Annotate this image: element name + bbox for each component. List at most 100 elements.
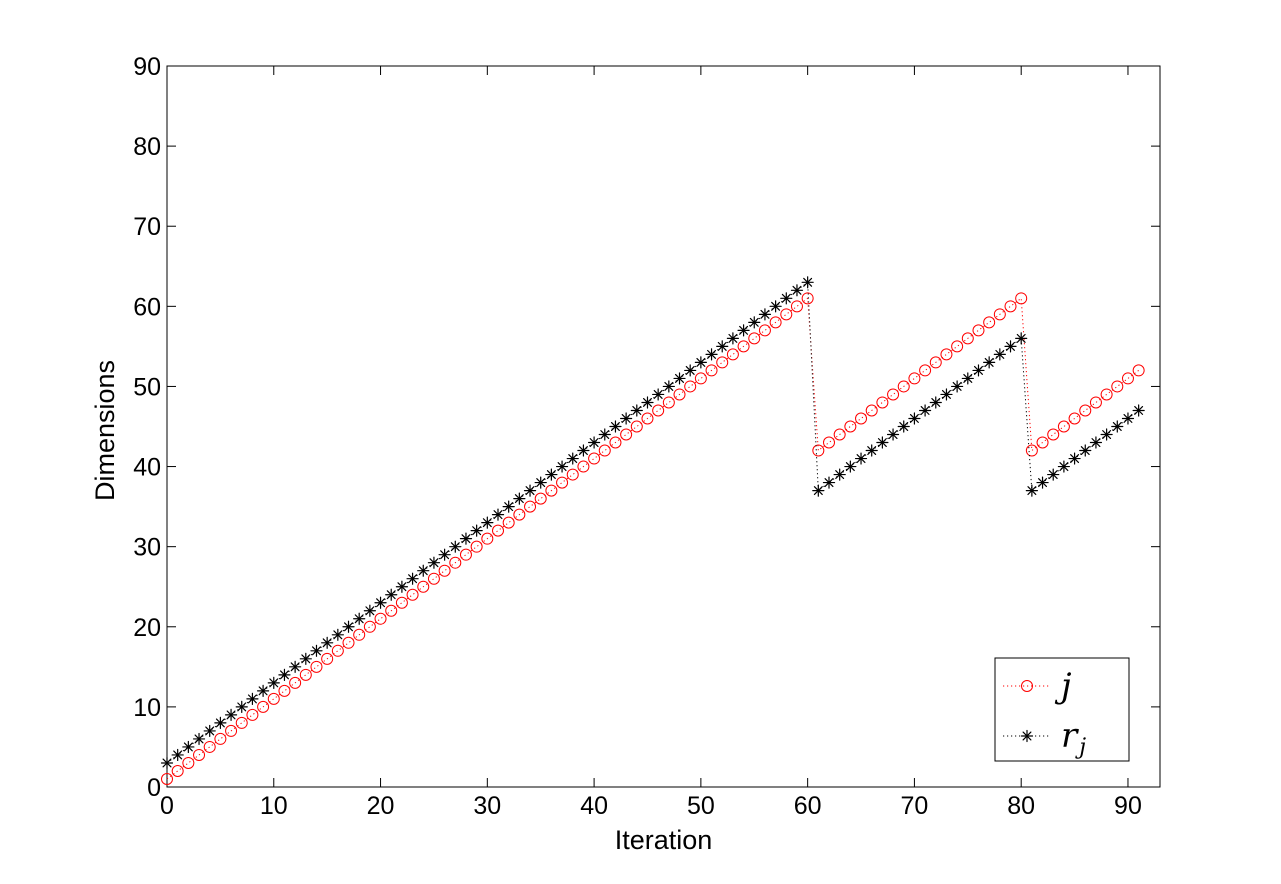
data-point: [353, 628, 366, 641]
data-point: [417, 564, 430, 577]
y-axis-label: Dimensions: [90, 360, 120, 501]
data-point: [160, 756, 174, 770]
y-tick-label: 70: [133, 213, 161, 241]
data-point: [449, 556, 462, 569]
x-tick-label: 20: [367, 792, 395, 820]
data-point: [726, 332, 740, 345]
data-point: [1068, 452, 1081, 465]
data-point: [673, 388, 686, 401]
data-point: [929, 396, 942, 409]
data-point: [502, 516, 515, 529]
data-point: [812, 444, 825, 457]
data-point: [278, 668, 291, 681]
data-point: [598, 428, 611, 441]
data-point: [342, 620, 355, 633]
data-point: [1015, 292, 1028, 305]
x-tick-label: 40: [580, 792, 608, 820]
series-layer: [160, 276, 1145, 785]
data-point: [662, 396, 675, 409]
data-point: [331, 644, 344, 657]
legend-label-text: r: [1061, 716, 1079, 756]
data-point: [1047, 428, 1060, 441]
series-r-j: [160, 276, 1145, 770]
data-point: [833, 468, 846, 481]
data-point: [876, 396, 889, 409]
x-tick-label: 50: [687, 792, 715, 820]
data-point: [566, 452, 579, 465]
data-point: [737, 340, 750, 353]
data-point: [758, 308, 772, 321]
data-point: [1079, 404, 1092, 417]
data-point: [790, 300, 803, 313]
data-point: [694, 356, 707, 369]
data-point: [822, 476, 836, 489]
data-point: [769, 300, 782, 313]
data-point: [438, 564, 451, 577]
data-point: [513, 508, 526, 521]
data-point: [427, 572, 440, 585]
data-point: [769, 316, 782, 329]
data-point: [780, 292, 793, 305]
data-point: [459, 532, 473, 545]
data-point: [235, 700, 248, 713]
data-point: [331, 628, 344, 641]
data-point: [577, 460, 590, 473]
data-point: [598, 444, 611, 457]
data-point: [876, 436, 889, 449]
data-point: [203, 740, 216, 753]
data-point: [1057, 460, 1071, 473]
data-point: [470, 540, 483, 553]
data-point: [716, 340, 729, 353]
x-tick-label: 0: [160, 792, 174, 820]
data-point: [1111, 380, 1124, 393]
data-point: [491, 508, 505, 521]
data-point: [1089, 396, 1102, 409]
data-point: [673, 372, 686, 385]
data-point: [961, 372, 974, 385]
data-point: [363, 604, 376, 617]
data-point: [577, 444, 590, 457]
data-point: [267, 692, 280, 705]
data-point: [630, 420, 643, 433]
data-point: [523, 484, 537, 497]
data-point: [502, 500, 515, 513]
data-point: [545, 468, 558, 481]
data-point: [748, 316, 761, 329]
data-point: [395, 596, 408, 609]
legend-box: [994, 657, 1130, 762]
y-tick-label: 90: [133, 53, 161, 81]
data-point: [908, 412, 921, 425]
y-tick-label: 20: [133, 614, 161, 642]
y-tick-label: 10: [133, 694, 161, 722]
data-point: [342, 636, 355, 649]
data-point: [630, 404, 643, 417]
y-tick-label: 30: [133, 534, 161, 562]
data-point: [534, 492, 547, 505]
data-point: [726, 348, 739, 361]
data-point: [801, 276, 814, 289]
data-point: [983, 316, 996, 329]
data-point: [1068, 412, 1081, 425]
data-point: [385, 604, 398, 617]
data-point: [1100, 388, 1113, 401]
data-point: [470, 524, 483, 537]
data-point: [780, 308, 793, 321]
data-point: [652, 404, 665, 417]
data-point: [918, 404, 932, 417]
data-point: [224, 708, 238, 722]
data-point: [1004, 300, 1017, 313]
data-point: [844, 460, 857, 473]
data-point: [1004, 340, 1017, 353]
x-tick-label: 60: [794, 792, 822, 820]
data-point: [438, 548, 451, 561]
data-point: [1100, 428, 1113, 441]
data-point: [1132, 404, 1145, 417]
data-point: [940, 348, 953, 361]
data-point: [801, 292, 814, 305]
data-point: [823, 436, 835, 449]
data-point: [321, 652, 334, 665]
data-point: [641, 396, 654, 409]
series-j: [161, 292, 1145, 785]
data-point: [417, 580, 430, 593]
